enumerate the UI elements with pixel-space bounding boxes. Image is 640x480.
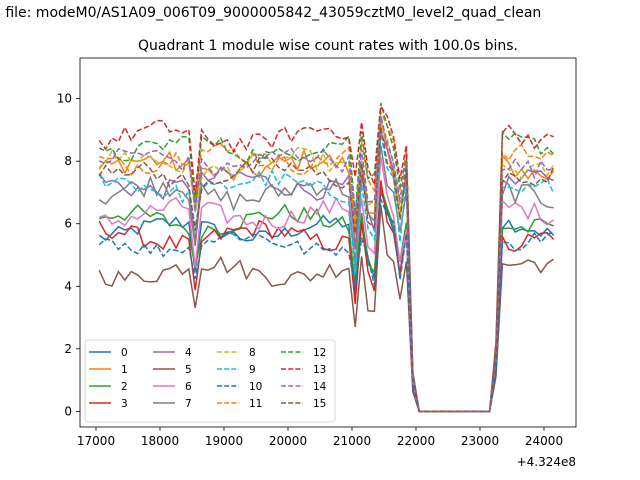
- series-line-15: [98, 126, 555, 413]
- legend-label: 6: [185, 381, 192, 393]
- legend-label: 1: [121, 364, 128, 376]
- legend-item: 11: [217, 398, 262, 410]
- y-tick-label: 0: [64, 404, 72, 418]
- legend-item: 10: [217, 381, 262, 393]
- legend-label: 5: [185, 364, 192, 376]
- legend-box: [84, 339, 336, 423]
- legend-label: 4: [185, 347, 192, 359]
- series-line-14: [98, 115, 554, 413]
- legend-label: 3: [121, 398, 128, 410]
- legend-item: 13: [281, 364, 326, 376]
- x-tick-label: 17000: [77, 434, 115, 448]
- legend-label: 11: [249, 398, 262, 410]
- y-tick-label: 4: [64, 279, 72, 293]
- series-line-10: [98, 198, 554, 413]
- x-tick-label: 24000: [525, 434, 563, 448]
- axes-frame: [79, 57, 577, 428]
- legend-item: 1: [89, 364, 128, 376]
- legend-label: 12: [313, 347, 326, 359]
- legend-label: 8: [249, 347, 256, 359]
- legend-item: 6: [153, 381, 192, 393]
- legend-item: 4: [153, 347, 192, 359]
- legend-label: 9: [249, 364, 256, 376]
- legend-item: 7: [153, 398, 192, 410]
- x-tick-label: 22000: [397, 434, 435, 448]
- legend-label: 0: [121, 347, 128, 359]
- x-offset-label: +4.324e8: [517, 455, 576, 469]
- y-axis-ticks: 0 2 4 6 8 10: [57, 92, 80, 418]
- legend-label: 2: [121, 381, 128, 393]
- legend-item: 5: [153, 364, 192, 376]
- y-tick-label: 2: [64, 342, 72, 356]
- x-tick-label: 21000: [333, 434, 371, 448]
- legend-label: 15: [313, 398, 326, 410]
- legend-label: 13: [313, 364, 326, 376]
- legend-item: 3: [89, 398, 128, 410]
- legend-item: 15: [281, 398, 326, 410]
- legend-item: 9: [217, 364, 256, 376]
- x-axis-ticks: 17000 18000 19000 20000 21000 22000 23000 24000: [77, 427, 563, 448]
- legend-label: 14: [313, 381, 327, 393]
- x-tick-label: 23000: [461, 434, 499, 448]
- series-layer: [98, 102, 555, 413]
- legend-item: 2: [89, 381, 128, 393]
- y-tick-label: 6: [64, 217, 72, 231]
- x-tick-label: 20000: [269, 434, 307, 448]
- legend-label: 10: [249, 381, 262, 393]
- chart-title: Quadrant 1 module wise count rates with …: [138, 38, 518, 54]
- figure-suptitle: n file: modeM0/AS1A09_006T09_9000005842_…: [0, 5, 541, 21]
- y-tick-label: 10: [57, 92, 72, 106]
- legend-item: 12: [281, 347, 326, 359]
- x-tick-label: 19000: [205, 434, 243, 448]
- legend-item: 14: [281, 381, 327, 393]
- legend-item: 0: [89, 347, 128, 359]
- legend-label: 7: [185, 398, 192, 410]
- legend-item: 8: [217, 347, 256, 359]
- x-tick-label: 18000: [141, 434, 179, 448]
- y-tick-label: 8: [64, 154, 72, 168]
